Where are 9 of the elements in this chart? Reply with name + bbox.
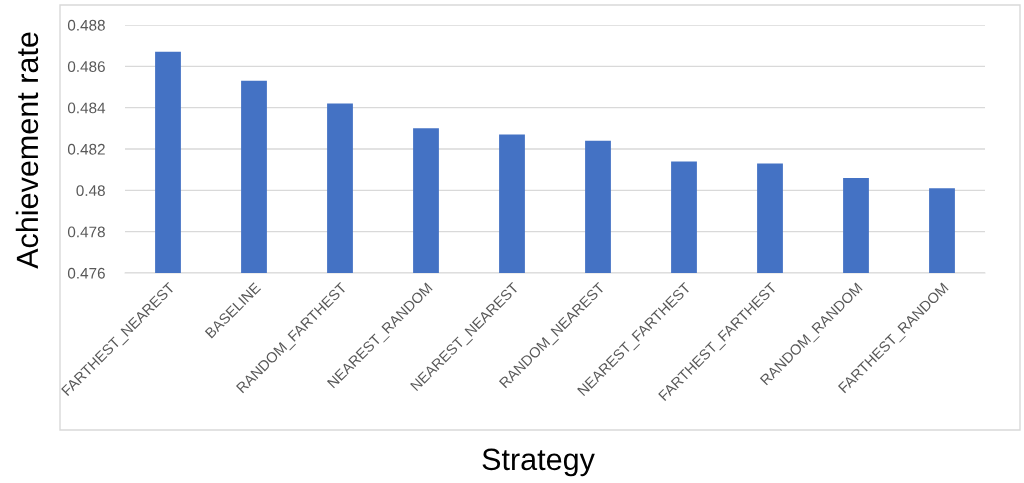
y-tick-label: 0.478 (67, 226, 105, 238)
y-tick-label: 0.48 (76, 185, 105, 197)
y-tick-label: 0.486 (67, 61, 105, 73)
y-tick-label: 0.476 (67, 267, 105, 279)
y-tick-label: 0.482 (67, 143, 105, 155)
y-axis-title: Achievement rate (15, 32, 39, 269)
y-tick-label: 0.488 (67, 19, 105, 31)
x-axis-title: Strategy (482, 448, 595, 477)
y-tick-label: 0.484 (67, 102, 106, 114)
